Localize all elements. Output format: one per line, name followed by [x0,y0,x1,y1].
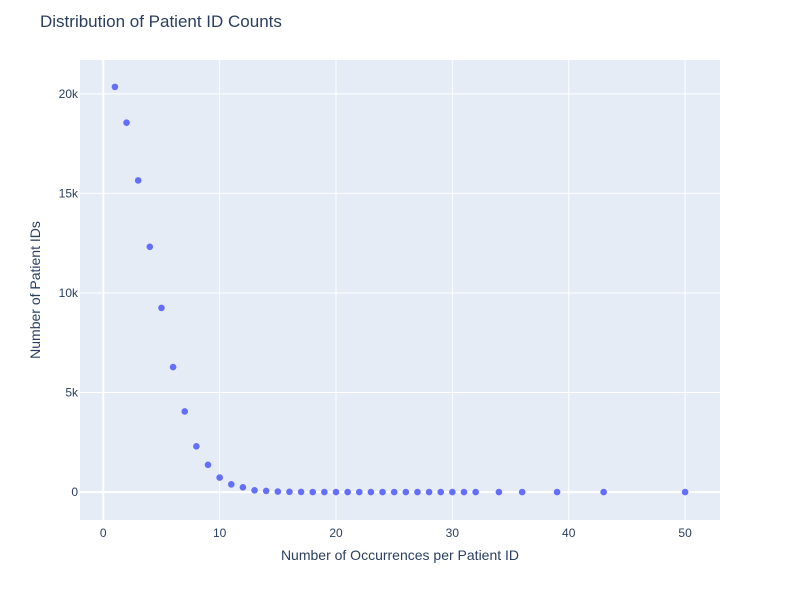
data-point [449,488,456,496]
y-tick-label: 15k [59,186,79,200]
data-point [321,488,328,496]
data-point [274,488,282,495]
data-point [123,119,130,127]
data-point [472,488,479,496]
x-tick-label: 20 [329,526,343,540]
data-point [158,304,165,312]
data-point [681,488,689,496]
data-point [309,488,317,496]
data-point [286,488,293,496]
y-tick-label: 20k [59,87,79,101]
grid-lines [80,60,720,520]
data-point [437,488,445,496]
data-point [193,443,200,450]
data-point [390,488,398,496]
data-point [146,243,154,251]
data-points [111,83,689,496]
data-point [355,488,363,496]
data-point [262,487,270,495]
data-point [216,474,223,481]
x-tick-label: 50 [678,526,692,540]
plot-area [80,60,720,520]
data-point [251,487,258,494]
data-point [344,488,351,496]
x-tick-label: 0 [100,526,107,540]
data-point [134,177,142,184]
data-point [379,488,386,496]
data-point [495,488,503,496]
data-point [553,488,561,496]
x-tick-label: 10 [213,526,227,540]
y-tick-label: 0 [71,485,78,499]
y-axis-title: Number of Patient IDs [27,221,43,359]
data-point [227,481,235,488]
y-tick-label: 10k [59,286,79,300]
data-point [460,488,468,496]
data-point [169,363,177,371]
data-point [367,488,375,496]
x-tick-label: 30 [446,526,460,540]
data-point [181,408,189,415]
data-point [111,83,119,91]
x-tick-label: 40 [562,526,576,540]
chart-title: Distribution of Patient ID Counts [40,12,282,31]
data-point [600,488,607,496]
data-point [518,488,526,496]
data-point [297,488,305,496]
data-point [402,488,410,496]
data-point [425,488,433,496]
x-axis-title: Number of Occurrences per Patient ID [281,547,519,563]
tick-labels: 0 10 20 30 40 50 0 5k 10k 15k 20k [59,87,692,540]
data-point [204,461,212,469]
data-point [332,488,340,496]
data-point [414,488,421,496]
y-tick-label: 5k [65,386,79,400]
data-point [239,484,247,491]
